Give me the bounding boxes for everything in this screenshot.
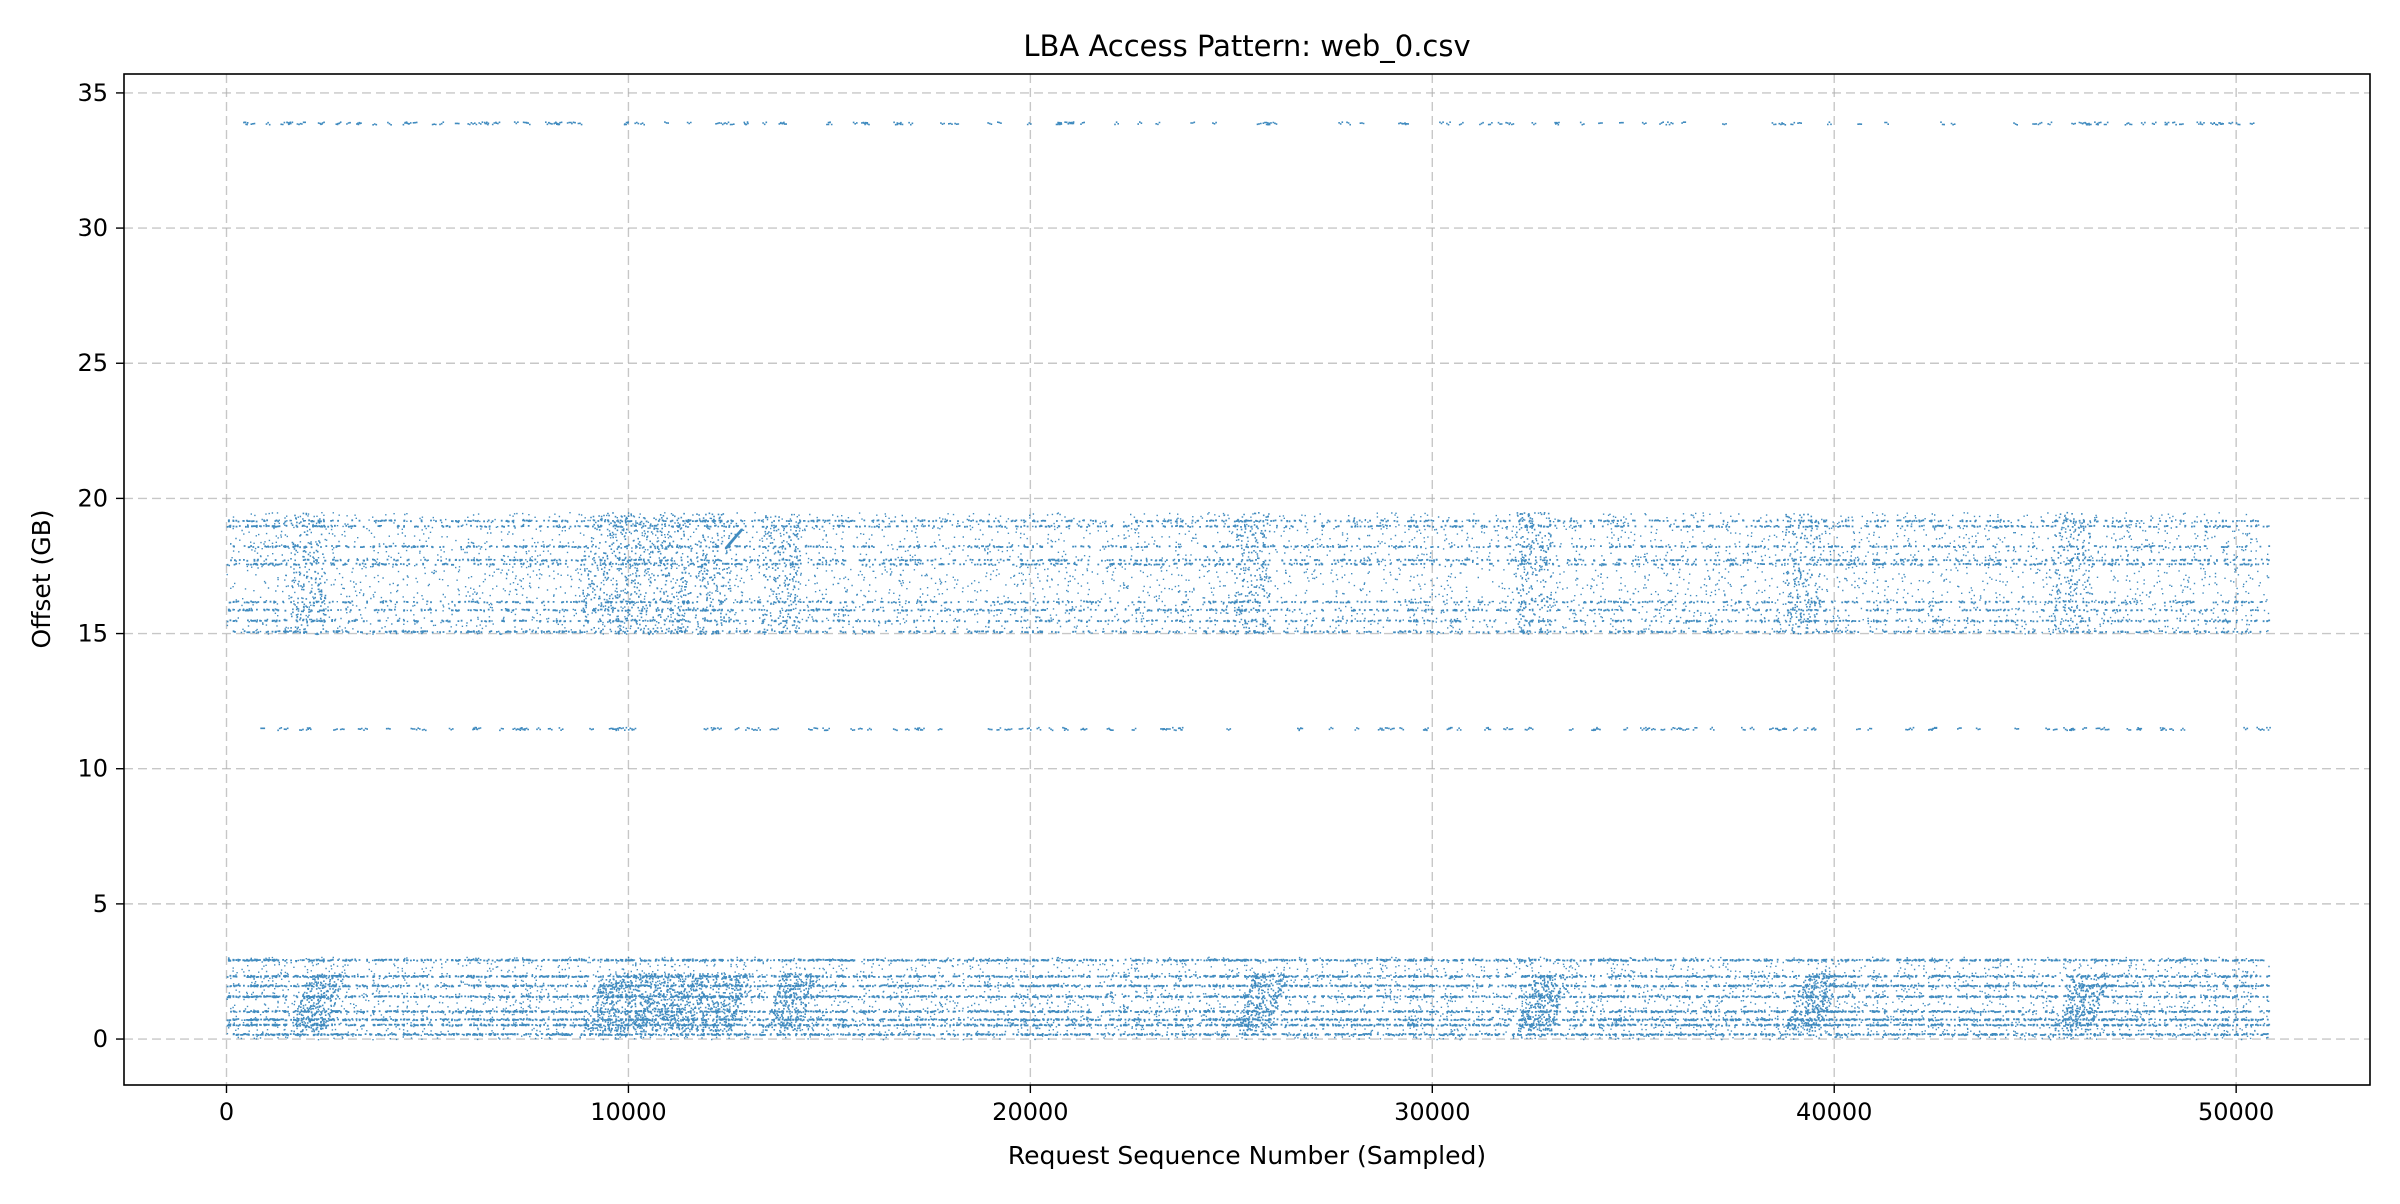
plot-area-frame xyxy=(123,73,2371,1086)
y-tick-label: 30 xyxy=(77,214,108,242)
x-tick-label: 20000 xyxy=(992,1098,1068,1126)
y-tick-label: 35 xyxy=(77,79,108,107)
y-tick-label: 0 xyxy=(93,1025,108,1053)
y-axis-label: Offset (GB) xyxy=(27,509,56,648)
y-tick-label: 20 xyxy=(77,484,108,512)
axis-ticks: 0 10000 20000 30000 40000 50000 0 5 10 15 20 25 30 35 xyxy=(77,79,2274,1126)
y-tick-label: 5 xyxy=(93,890,108,918)
chart-title: LBA Access Pattern: web_0.csv xyxy=(1023,29,1470,63)
y-tick-label: 10 xyxy=(77,755,108,783)
x-axis-label: Request Sequence Number (Sampled) xyxy=(1008,1141,1486,1170)
grid xyxy=(124,74,2370,1085)
y-tick-label: 25 xyxy=(77,349,108,377)
x-tick-label: 50000 xyxy=(2198,1098,2274,1126)
x-tick-label: 30000 xyxy=(1394,1098,1470,1126)
x-tick-label: 0 xyxy=(219,1098,234,1126)
x-tick-label: 10000 xyxy=(590,1098,666,1126)
x-tick-label: 40000 xyxy=(1796,1098,1872,1126)
y-tick-label: 15 xyxy=(77,620,108,648)
